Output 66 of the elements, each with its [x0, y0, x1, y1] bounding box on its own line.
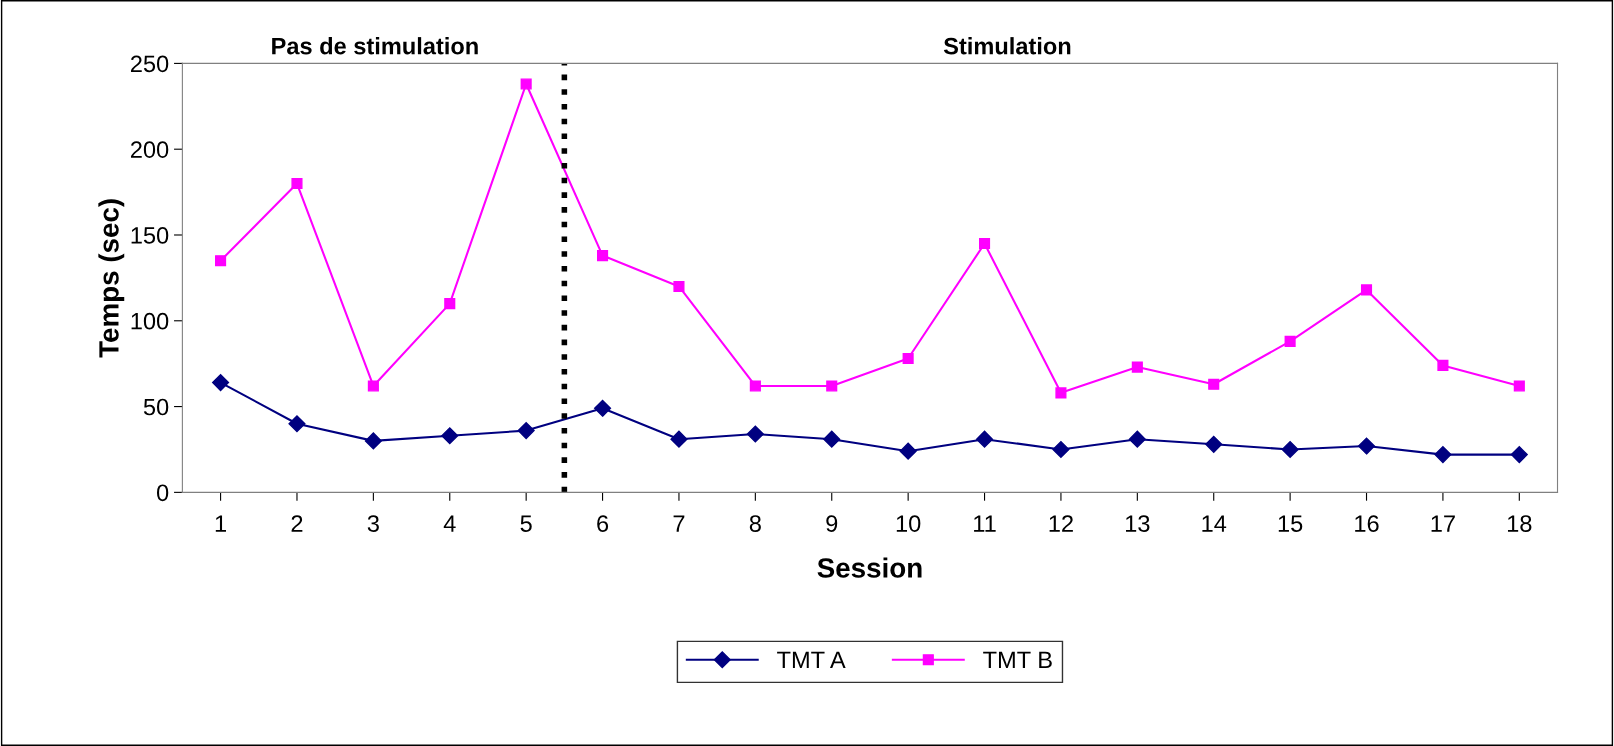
- point: [520, 78, 532, 90]
- point: [215, 255, 227, 267]
- point: [978, 238, 991, 250]
- x-tick-label: 2: [291, 515, 303, 532]
- x-tick-label: 18: [1507, 515, 1532, 532]
- point: [670, 430, 688, 448]
- point: [364, 432, 382, 450]
- point: [746, 425, 764, 443]
- point: [1284, 335, 1296, 347]
- point: [288, 415, 306, 433]
- y-tick-label: 100: [131, 312, 169, 330]
- y-axis-title: Temps (sec): [98, 199, 125, 358]
- point: [1205, 435, 1223, 453]
- point: [1357, 437, 1376, 455]
- point: [291, 177, 303, 190]
- point: [975, 430, 994, 448]
- point: [1052, 440, 1070, 459]
- point: [826, 380, 838, 392]
- point: [749, 380, 761, 392]
- point: [1131, 361, 1143, 373]
- x-tick-label: 6: [597, 515, 609, 532]
- point: [823, 430, 841, 448]
- point: [444, 298, 456, 310]
- x-tick-label: 16: [1355, 515, 1379, 532]
- point: [1437, 359, 1449, 371]
- point: [673, 280, 685, 293]
- point: [1360, 284, 1373, 296]
- x-tick-label: 15: [1278, 515, 1303, 532]
- x-tick-label: 11: [974, 515, 996, 532]
- point: [1208, 378, 1220, 390]
- x-tick-label: 13: [1126, 515, 1150, 532]
- point: [597, 250, 609, 262]
- point: [1055, 387, 1067, 399]
- text: Pas de stimulation: [272, 37, 478, 55]
- legend-label: TMT A: [777, 651, 846, 668]
- x-tick-label: 5: [520, 515, 532, 532]
- y-tick-label: 250: [130, 55, 169, 73]
- text: Stimulation: [943, 37, 1071, 55]
- point: [1513, 380, 1525, 392]
- point: [1128, 430, 1146, 448]
- x-tick-label: 14: [1202, 515, 1227, 532]
- point: [517, 422, 535, 440]
- point: [212, 373, 230, 392]
- x-tick-label: 12: [1049, 515, 1073, 532]
- point: [1510, 446, 1528, 464]
- legend-label: TMT B: [983, 651, 1052, 668]
- point: [441, 427, 459, 445]
- x-tick-label: 10: [896, 515, 921, 532]
- x-tick-label: 4: [443, 515, 456, 532]
- point: [594, 399, 612, 417]
- y-tick-label: 0: [156, 484, 169, 502]
- point: [367, 380, 379, 392]
- x-tick-label: 17: [1431, 515, 1455, 532]
- point: [899, 442, 917, 460]
- x-tick-label: 7: [673, 515, 685, 532]
- x-tick-label: 8: [749, 515, 761, 532]
- point: [1281, 440, 1299, 459]
- x-axis-title: Session: [817, 557, 922, 578]
- x-tick-label: 1: [215, 515, 226, 532]
- x-tick-label: 3: [367, 515, 379, 532]
- y-tick-label: 200: [130, 141, 169, 158]
- y-tick-label: 150: [131, 227, 169, 244]
- point: [1434, 446, 1452, 464]
- point: [902, 352, 914, 365]
- x-tick-label: 9: [826, 515, 838, 532]
- y-tick-label: 50: [143, 398, 169, 416]
